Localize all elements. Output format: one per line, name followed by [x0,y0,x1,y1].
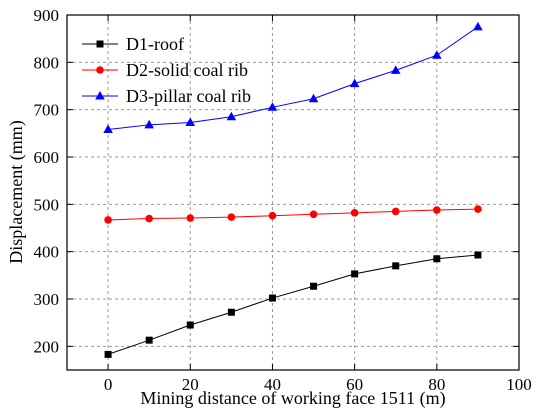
data-point [474,251,482,259]
legend-item: D3-pillar coal rib [82,86,251,106]
data-point [433,206,441,214]
grid-lines [67,15,519,370]
data-point [186,214,195,222]
y-tick-label: 200 [34,337,60,356]
data-point [144,119,154,129]
y-axis-title: Displacement (mm) [6,120,27,263]
series-layer [103,21,483,358]
x-tick-label: 80 [428,375,445,394]
data-point [186,321,194,329]
data-point [226,111,237,121]
y-tick-label: 800 [34,53,60,72]
data-point [104,216,112,224]
series-line [108,26,479,131]
data-point [349,78,360,88]
data-point [185,117,196,126]
data-point [350,209,359,217]
data-point [268,211,277,220]
legend-item: D2-solid coal rib [82,60,248,80]
legend-label: D3-pillar coal rib [126,86,251,106]
series-1 [104,251,482,358]
data-point [227,213,236,221]
legend-item: D1-roof [82,34,184,54]
y-tick-label: 400 [34,243,60,262]
data-point [474,205,482,213]
data-point [473,21,483,31]
legend-label: D2-solid coal rib [126,60,248,80]
legend-marker [95,91,105,100]
legend: D1-roof D2-solid coal rib D3-pillar coal r… [82,34,251,106]
y-tick-label: 900 [34,6,60,25]
y-tick-label: 500 [34,195,60,214]
x-tick-label: 0 [104,375,113,394]
series-line [107,254,478,355]
data-point [227,308,235,316]
data-point [351,270,359,278]
data-point [390,65,401,74]
data-point [392,262,400,270]
axis-ticks: 0 20 40 60 80 100 200 300 400 500 600 700 800 900 [34,6,532,394]
data-point [268,294,276,302]
data-point [433,255,441,263]
y-tick-label: 600 [34,148,60,167]
series-3 [103,21,483,134]
data-point [391,207,400,216]
series-2 [104,205,482,224]
x-tick-label: 20 [182,375,199,394]
data-point [104,350,112,358]
series-line [108,208,478,221]
data-point [103,124,113,134]
legend-marker [96,66,104,74]
x-tick-label: 60 [346,375,363,394]
legend-marker [96,40,104,48]
data-point [310,282,318,290]
data-point [432,50,442,59]
data-point [309,210,318,219]
data-point [267,102,278,111]
data-point [145,336,153,344]
legend-label: D1-roof [126,34,184,54]
x-tick-label: 100 [506,375,532,394]
y-tick-label: 700 [34,101,60,120]
y-tick-label: 300 [34,290,60,309]
plot-frame [66,14,520,371]
x-axis-title: Mining distance of working face 1511 (m) [140,388,445,409]
data-point [308,93,319,103]
x-tick-label: 40 [264,375,281,394]
data-point [145,214,153,223]
